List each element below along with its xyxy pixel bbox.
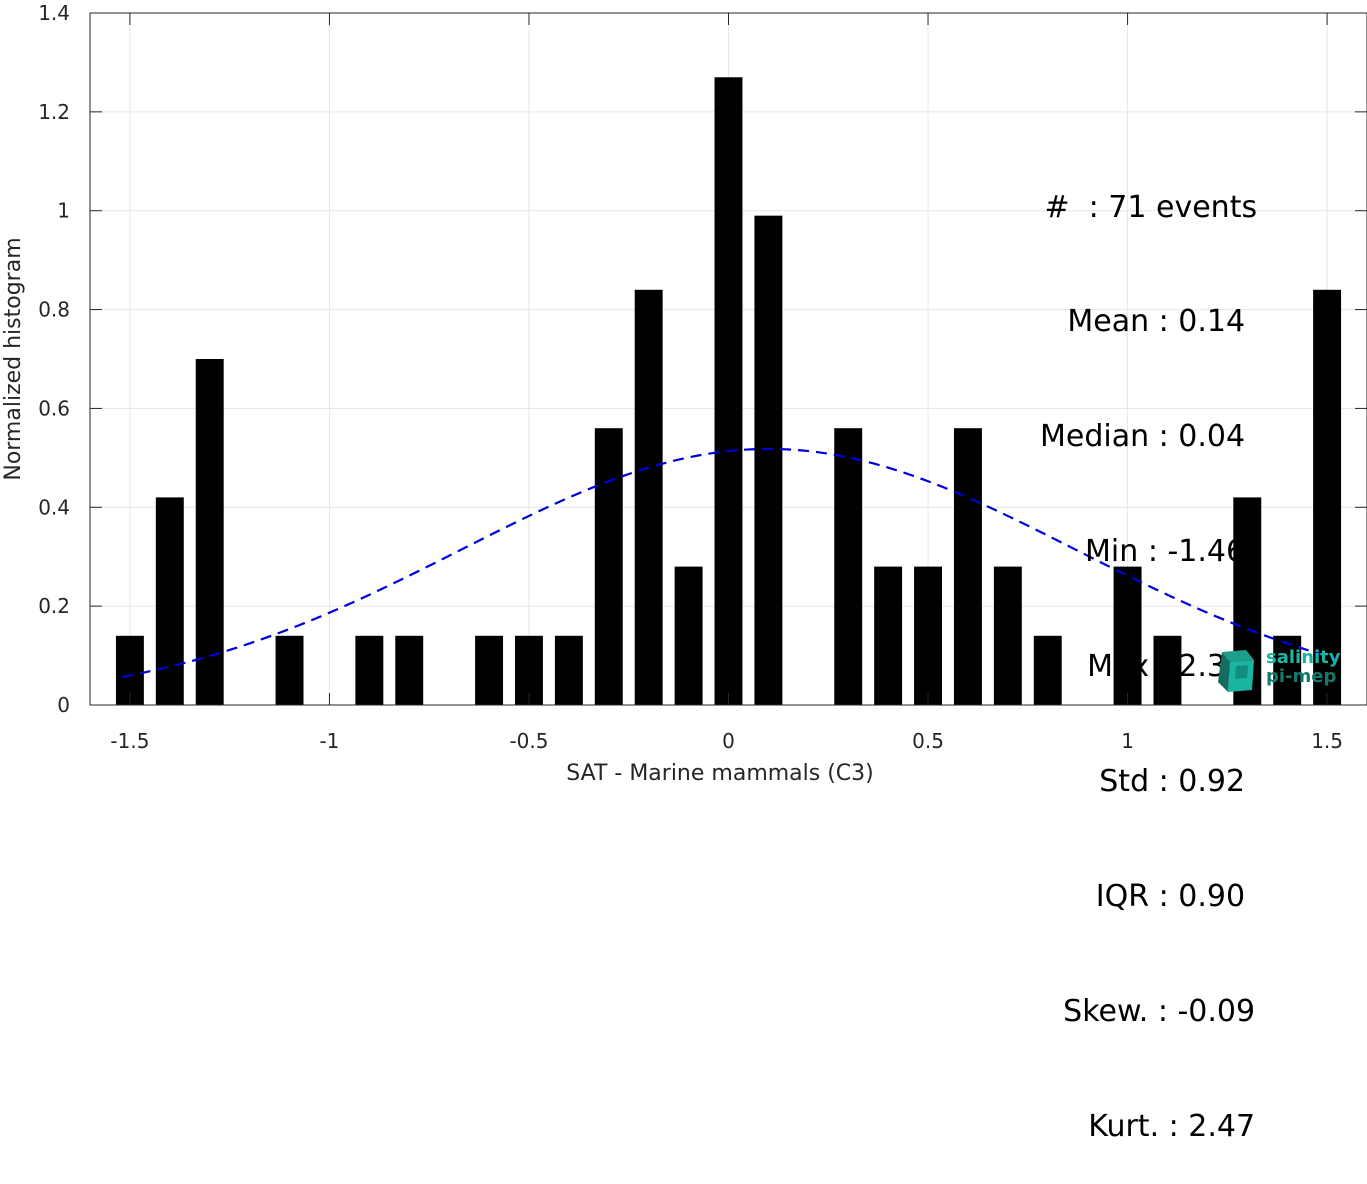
histogram-bar [714,77,743,705]
histogram-bar [993,566,1022,705]
histogram-bars [115,77,1342,705]
stat-std: Std : 0.92 [1099,764,1246,800]
x-tick-label: 0 [722,729,735,753]
stat-iqr: IQR : 0.90 [1095,878,1246,914]
x-tick-label: -1 [319,729,339,753]
x-tick-label: 1.5 [1311,729,1343,753]
x-tick-label: 1 [1121,729,1134,753]
stat-max: Max : 2.38 [1087,649,1246,685]
x-tick-label: -0.5 [509,729,548,753]
x-tick-label: -1.5 [110,729,149,753]
histogram-bar [834,428,863,705]
histogram-bar [1033,635,1062,705]
y-tick-label: 0 [57,693,70,717]
stat-events: # : 71 events [1044,189,1258,225]
histogram-bar [195,359,224,705]
y-tick-label: 1 [57,199,70,223]
y-axis-label: Normalized histogram [1,237,26,480]
histogram-bar [554,635,583,705]
histogram-bar [634,289,663,705]
histogram-bar [953,428,982,705]
normal-fit-curve [121,447,1336,679]
stat-skew: Skew. : -0.09 [1063,993,1256,1029]
histogram-bar [155,497,184,705]
logo-line-2: pi-mep [1266,666,1337,687]
y-tick-label: 1.4 [38,1,70,25]
histogram-bar [395,635,424,705]
axis-ticks: -1.5 -1 -0.5 0 0.5 1 1.5 0 0.2 0.4 0.6 0.8 1 1.2 1.4 [38,1,1367,753]
logo-text: salinity pi-mep [1266,648,1341,686]
y-tick-label: 0.8 [38,298,70,322]
x-axis-label: SAT - Marine mammals (C3) [566,761,874,785]
histogram-bar [475,635,504,705]
histogram-bar [1313,289,1342,705]
stat-median: Median : 0.04 [1040,419,1246,455]
y-tick-label: 1.2 [38,100,70,124]
histogram-bar [914,566,942,705]
histogram-bar [275,635,304,705]
histogram-bar [594,428,623,705]
histogram-bar [754,215,783,705]
histogram-bar [674,566,703,705]
logo-line-1: salinity [1266,647,1341,668]
histogram-bar [1153,635,1182,705]
stat-kurt: Kurt. : 2.47 [1088,1108,1256,1144]
salinity-pimep-logo: salinity pi-mep [1216,648,1356,694]
x-tick-label: 0.5 [912,729,944,753]
y-tick-label: 0.2 [38,594,70,618]
histogram-bar [1273,635,1302,705]
y-tick-label: 0.4 [38,495,70,519]
stat-min: Min : -1.46 [1085,534,1246,570]
histogram-bar [874,566,903,705]
stat-mean: Mean : 0.14 [1067,304,1246,340]
logo-cube-icon [1218,650,1254,692]
histogram-chart: -1.5 -1 -0.5 0 0.5 1 1.5 0 0.2 0.4 0.6 0.8 1 1.2 1.4 S… [1,1,1367,785]
histogram-bar [1113,566,1142,705]
y-tick-label: 0.6 [38,396,70,420]
stats-box: # : 71 events Mean : 0.14 Median : 0.04 … [1040,112,1257,1184]
histogram-bar [355,635,384,705]
